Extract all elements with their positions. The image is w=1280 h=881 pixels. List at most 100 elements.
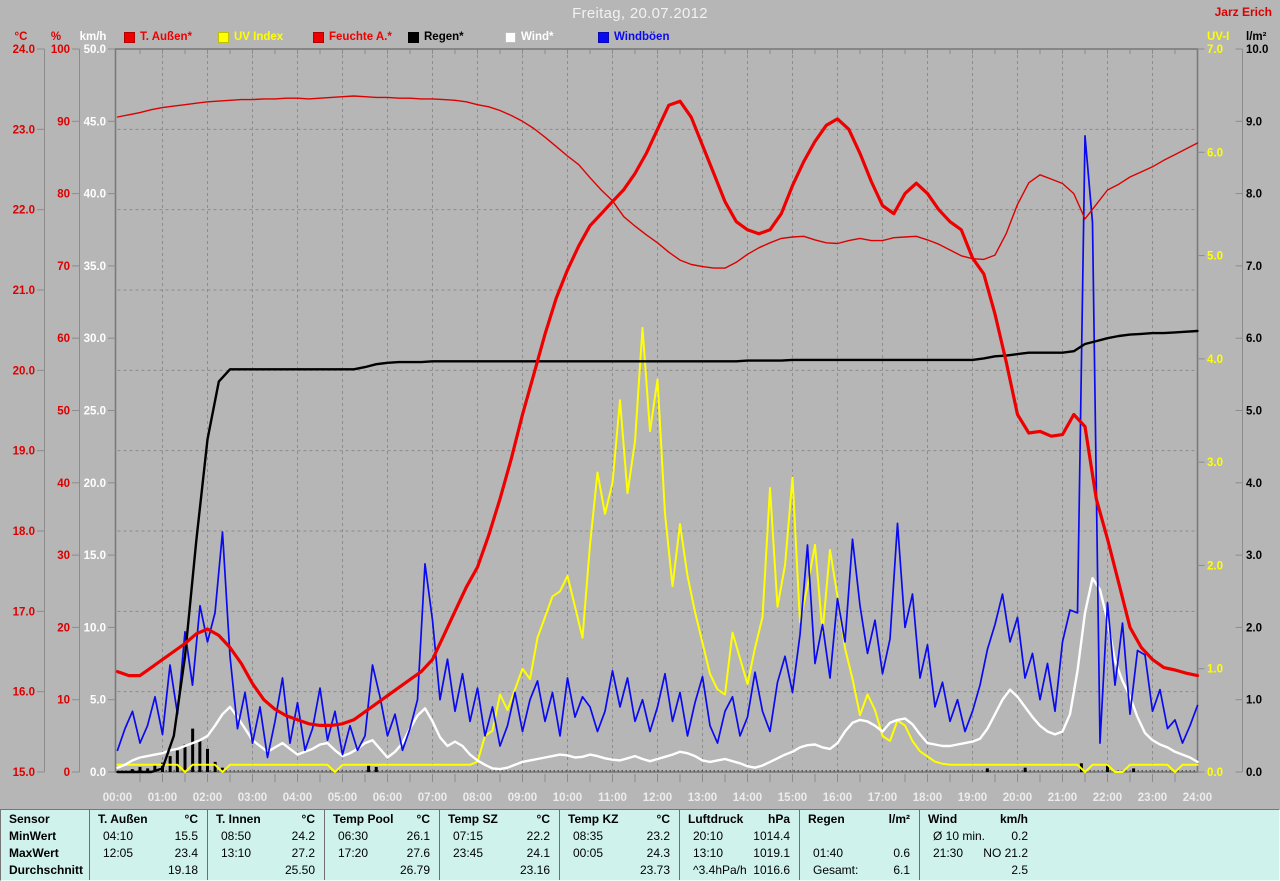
stats-table: Sensor MinWert MaxWert Durchschnitt T. Außen… — [0, 809, 1280, 881]
legend-swatch-icon — [218, 31, 229, 43]
weather-chart: 15.0 16.0 17.0 18.0 19.0 20.0 21.0 22.0 23.0 24.0… — [13, 31, 1269, 804]
legend-swatch-icon — [505, 31, 516, 43]
svg-text:09:00: 09:00 — [508, 792, 537, 804]
table-cell: 06:30 26.1 — [338, 828, 430, 843]
svg-text:5.0: 5.0 — [90, 695, 106, 707]
svg-text:17.0: 17.0 — [13, 606, 35, 618]
svg-text:01:00: 01:00 — [148, 792, 177, 804]
table-cell: 12:05 23.4 — [103, 845, 198, 860]
svg-text:5.0: 5.0 — [1207, 251, 1223, 263]
legend-swatch-icon — [313, 31, 324, 43]
svg-text:30: 30 — [57, 550, 70, 562]
table-cell: 23.16 — [519, 862, 550, 877]
svg-text:45.0: 45.0 — [84, 116, 106, 128]
svg-text:17:00: 17:00 — [868, 792, 897, 804]
table-cell: Gesamt: 6.1 — [813, 862, 910, 877]
table-cell: ^3.4hPa/h 1016.6 — [693, 862, 790, 877]
legend-label: T. Außen* — [140, 31, 192, 43]
svg-text:25.0: 25.0 — [84, 406, 106, 418]
svg-text:19.0: 19.0 — [13, 446, 35, 458]
table-cell: 04:10 15.5 — [103, 828, 198, 843]
table-cell: 07:15 22.2 — [453, 828, 550, 843]
svg-text:20.0: 20.0 — [84, 478, 106, 490]
series-wind — [116, 577, 1199, 771]
svg-text:50: 50 — [57, 406, 70, 418]
svg-text:21:00: 21:00 — [1048, 792, 1077, 804]
svg-text:0.0: 0.0 — [1246, 767, 1262, 779]
svg-text:21.0: 21.0 — [13, 285, 35, 297]
table-cell: 01:40 0.6 — [813, 845, 910, 860]
table-cell: 08:50 24.2 — [221, 828, 315, 843]
svg-text:0: 0 — [64, 767, 70, 779]
svg-text:20.0: 20.0 — [13, 365, 35, 377]
svg-text:13:00: 13:00 — [688, 792, 717, 804]
table-header-cell: Wind km/h — [928, 811, 1028, 826]
table-header-cell: Regen l/m² — [808, 811, 910, 826]
svg-text:18.0: 18.0 — [13, 526, 35, 538]
legend-label: Feuchte A.* — [329, 31, 392, 43]
table-header-cell: Luftdruck hPa — [688, 811, 790, 826]
svg-text:8.0: 8.0 — [1246, 189, 1262, 201]
table-column-wind: Wind km/h Ø 10 min. 0.2 21:30 NO 21.2 2.5 — [919, 810, 1037, 880]
table-column-regen: Regen l/m² 01:40 0.6 Gesamt: 6.1 — [799, 810, 919, 880]
svg-text:10:00: 10:00 — [553, 792, 582, 804]
legend-label: UV Index — [234, 31, 284, 43]
svg-text:2.0: 2.0 — [1246, 622, 1262, 634]
table-cell: 26.79 — [399, 862, 430, 877]
legend-item-2: UV Index — [218, 31, 283, 43]
table-row-label: Durchschnitt — [9, 862, 84, 877]
svg-text:04:00: 04:00 — [283, 792, 312, 804]
legend-label: Windböen — [614, 31, 670, 43]
table-cell: 13:10 1019.1 — [693, 845, 790, 860]
table-cell: 25.50 — [284, 862, 315, 877]
svg-text:16.0: 16.0 — [13, 687, 35, 699]
svg-text:3.0: 3.0 — [1246, 550, 1262, 562]
table-header-cell: Temp Pool °C — [333, 811, 430, 826]
table-row-labels: Sensor MinWert MaxWert Durchschnitt — [1, 810, 89, 880]
svg-text:0.0: 0.0 — [1207, 767, 1223, 779]
svg-text:40: 40 — [57, 478, 70, 490]
table-column-temp-kz: Temp KZ °C 08:35 23.2 00:05 24.3 23.73 — [559, 810, 679, 880]
table-column-luftdruck: Luftdruck hPa 20:10 1014.4 13:10 1019.1 ^3.4hP… — [679, 810, 799, 880]
svg-text:35.0: 35.0 — [84, 261, 106, 273]
svg-text:15.0: 15.0 — [13, 767, 35, 779]
svg-text:80: 80 — [57, 189, 70, 201]
page-title: Freitag, 20.07.2012 — [572, 5, 708, 22]
svg-text:18:00: 18:00 — [913, 792, 942, 804]
table-column-t-au-en: T. Außen °C 04:10 15.5 12:05 23.4 19.18 — [89, 810, 207, 880]
svg-text:24.0: 24.0 — [13, 44, 35, 56]
svg-text:7.0: 7.0 — [1246, 261, 1262, 273]
svg-text:23:00: 23:00 — [1138, 792, 1167, 804]
svg-text:%: % — [51, 31, 61, 43]
series-t-au-en — [115, 99, 1200, 728]
svg-text:10.0: 10.0 — [1246, 44, 1268, 56]
svg-text:50.0: 50.0 — [84, 44, 106, 56]
svg-text:08:00: 08:00 — [463, 792, 492, 804]
svg-text:22:00: 22:00 — [1093, 792, 1122, 804]
svg-text:20: 20 — [57, 622, 70, 634]
legend-label: Wind* — [521, 31, 554, 43]
svg-text:15:00: 15:00 — [778, 792, 807, 804]
table-column-temp-sz: Temp SZ °C 07:15 22.2 23:45 24.1 23.16 — [439, 810, 559, 880]
svg-text:2.0: 2.0 — [1207, 560, 1223, 572]
svg-text:4.0: 4.0 — [1246, 478, 1262, 490]
svg-text:20:00: 20:00 — [1003, 792, 1032, 804]
legend-item-1: T. Außen* — [124, 31, 192, 43]
table-row-label: Sensor — [9, 811, 50, 826]
svg-text:100: 100 — [51, 44, 70, 56]
table-header-cell: T. Innen °C — [216, 811, 315, 826]
table-header-cell: Temp SZ °C — [448, 811, 550, 826]
svg-text:l/m²: l/m² — [1246, 31, 1267, 43]
svg-text:1.0: 1.0 — [1246, 695, 1262, 707]
table-row-label: MaxWert — [9, 845, 59, 860]
table-column-temp-pool: Temp Pool °C 06:30 26.1 17:20 27.6 26.79 — [324, 810, 439, 880]
svg-text:10.0: 10.0 — [84, 622, 106, 634]
table-cell: 00:05 24.3 — [573, 845, 670, 860]
svg-text:05:00: 05:00 — [328, 792, 357, 804]
svg-text:15.0: 15.0 — [84, 550, 106, 562]
legend-swatch-icon — [124, 31, 135, 43]
table-column-t-innen: T. Innen °C 08:50 24.2 13:10 27.2 25.50 — [207, 810, 324, 880]
table-cell: 2.5 — [1011, 862, 1028, 877]
table-cell: 23.73 — [639, 862, 670, 877]
svg-text:23.0: 23.0 — [13, 124, 35, 136]
